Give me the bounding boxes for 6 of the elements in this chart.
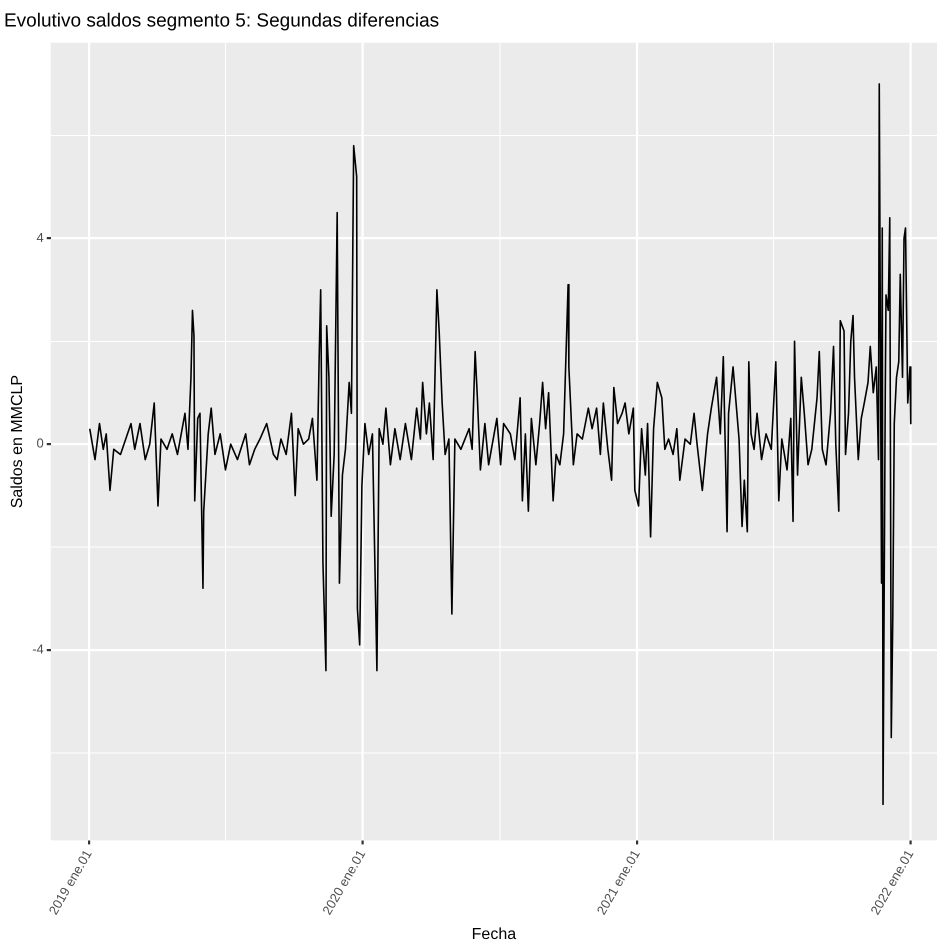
x-axis-title: Fecha	[472, 926, 516, 943]
y-axis-title: Saldos en MMCLP	[9, 374, 26, 508]
y-tick-label: 4	[36, 230, 44, 245]
y-tick-label: 0	[36, 436, 44, 451]
chart-title: Evolutivo saldos segmento 5: Segundas diferencias	[4, 10, 440, 32]
y-tick-label: -4	[32, 642, 44, 657]
